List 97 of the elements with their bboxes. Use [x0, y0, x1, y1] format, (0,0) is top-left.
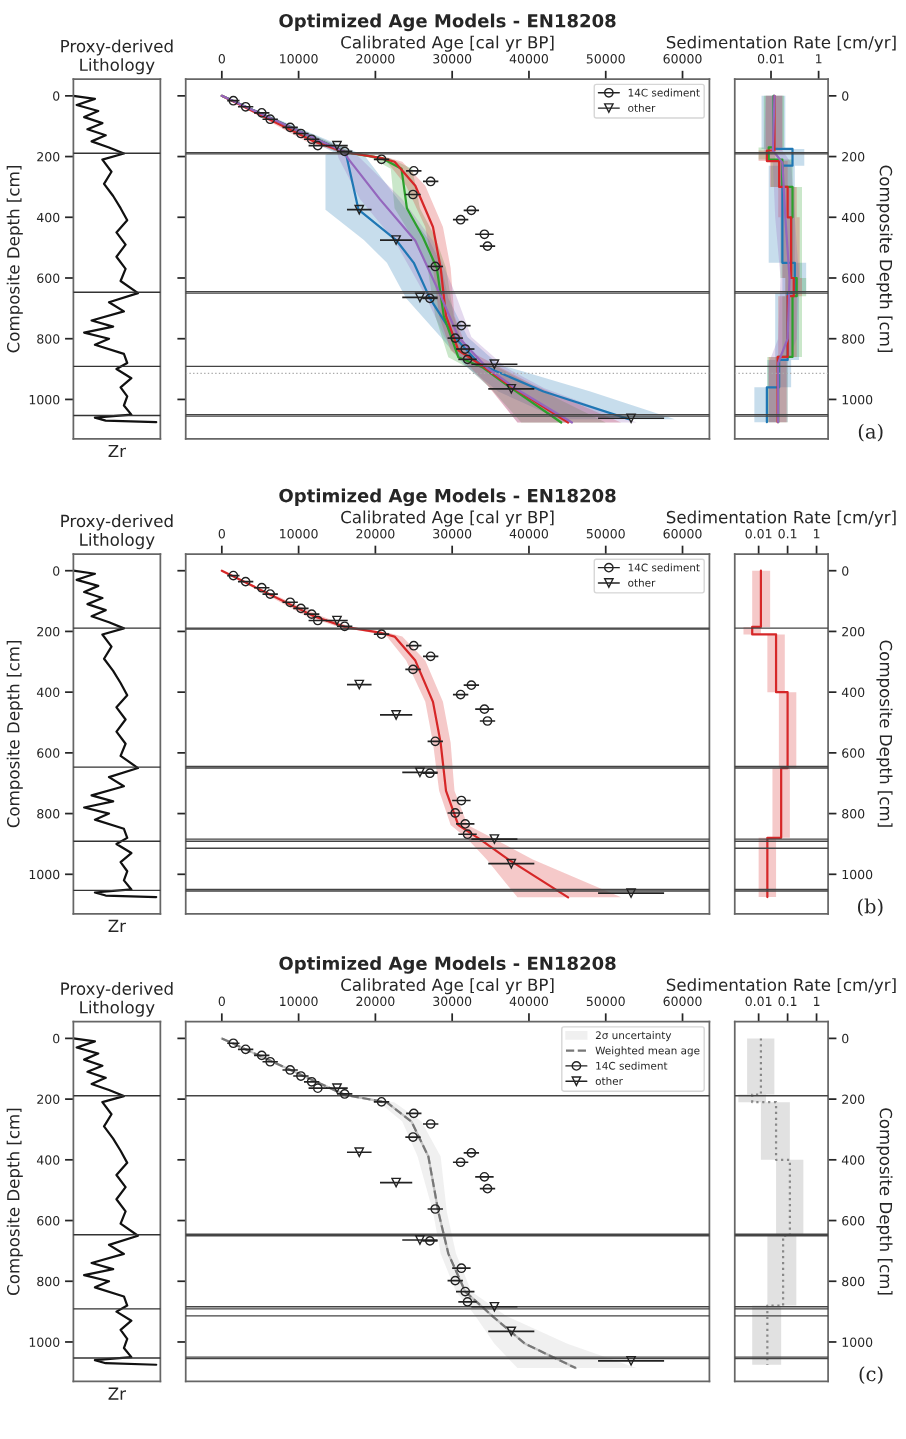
- y-tick-label: 800: [37, 1276, 60, 1287]
- x-tick-label: 0.01: [757, 54, 784, 64]
- y-tick-label: 0: [53, 566, 60, 576]
- y-tick-label: 200: [37, 626, 60, 637]
- chart-title: Optimized Age Models - EN18208: [279, 13, 616, 32]
- y-tick-label: 400: [36, 1155, 60, 1165]
- text: (c): [859, 1366, 883, 1385]
- x-axis-title: Sedimentation Rate [cm/yr]: [666, 35, 896, 52]
- legend-label: 2σ uncertainty: [595, 1031, 672, 1042]
- y-tick-label: 600: [842, 1216, 865, 1226]
- y-tick-label: 1000: [842, 1337, 873, 1347]
- y-tick-label: 200: [37, 1094, 60, 1105]
- x-tick-label: 60000: [663, 996, 702, 1007]
- x-axis-title: Calibrated Age [cal yr BP]: [341, 35, 554, 52]
- y-axis-title: Composite Depth [cm]: [6, 166, 23, 353]
- chart-title: Proxy-derived Lithology: [61, 514, 173, 550]
- x-tick-label: 0: [218, 996, 225, 1007]
- y-tick-label: 800: [842, 809, 865, 819]
- x-tick-label: 0: [218, 528, 225, 539]
- chart-title: Optimized Age Models - EN18208: [279, 956, 616, 974]
- x-tick-label: 0: [218, 54, 225, 64]
- x-axis-title: Zr: [108, 919, 127, 932]
- x-tick-label: 40000: [509, 54, 549, 64]
- y-tick-label: 600: [37, 748, 60, 758]
- y-axis-title: Composite Depth [cm]: [876, 640, 893, 827]
- y-tick-label: 800: [37, 809, 60, 819]
- y-tick-label: 0: [53, 91, 60, 101]
- x-tick-label: 20000: [356, 54, 395, 64]
- x-axis-title: Calibrated Age [cal yr BP]: [341, 510, 554, 527]
- x-tick-label: 10000: [280, 528, 318, 539]
- x-axis-title: Zr: [108, 444, 127, 458]
- x-tick-label: 20000: [356, 996, 395, 1007]
- chart-title: Optimized Age Models - EN18208: [279, 488, 616, 507]
- y-tick-label: 200: [842, 626, 865, 637]
- y-tick-label: 1000: [29, 869, 60, 880]
- y-tick-label: 200: [842, 1094, 865, 1105]
- legend-label: other: [595, 1076, 623, 1085]
- y-tick-label: 1000: [29, 394, 60, 405]
- y-tick-label: 400: [841, 1155, 865, 1165]
- y-tick-label: 200: [842, 152, 865, 162]
- y-axis-title: Composite Depth [cm]: [876, 1108, 893, 1295]
- x-tick-label: 50000: [586, 996, 625, 1007]
- text: (b): [857, 898, 883, 917]
- x-axis-title: Zr: [108, 1387, 127, 1400]
- x-tick-label: 10000: [280, 996, 318, 1007]
- x-tick-label: 1: [816, 54, 822, 64]
- y-tick-label: 600: [37, 273, 60, 283]
- legend-label: 14C sediment: [628, 88, 700, 97]
- x-axis-title: Calibrated Age [cal yr BP]: [341, 978, 554, 995]
- x-axis-title: Sedimentation Rate [cm/yr]: [666, 510, 896, 527]
- x-tick-label: 30000: [433, 54, 472, 64]
- y-tick-label: 600: [37, 1216, 60, 1226]
- x-tick-label: 50000: [586, 528, 625, 539]
- y-tick-label: 800: [842, 334, 865, 344]
- legend-label: Weighted mean age: [595, 1046, 700, 1057]
- x-tick-label: 60000: [663, 528, 702, 539]
- y-tick-label: 0: [842, 91, 849, 101]
- y-tick-label: 200: [37, 152, 60, 162]
- y-tick-label: 0: [53, 1033, 60, 1044]
- y-tick-label: 800: [37, 334, 60, 344]
- x-tick-label: 30000: [433, 528, 472, 539]
- y-axis-title: Composite Depth [cm]: [876, 165, 893, 352]
- y-tick-label: 400: [841, 687, 865, 698]
- x-tick-label: 20000: [356, 528, 395, 539]
- y-tick-label: 1000: [842, 869, 873, 880]
- y-axis-title: Composite Depth [cm]: [6, 640, 23, 828]
- x-tick-label: 0.01: [745, 528, 772, 539]
- y-tick-label: 600: [842, 748, 865, 758]
- x-tick-label: 0.01: [745, 996, 772, 1007]
- chart-title: Proxy-derived Lithology: [61, 982, 173, 1017]
- text: (a): [858, 423, 883, 442]
- y-tick-label: 400: [36, 212, 60, 223]
- legend-label: other: [628, 578, 656, 587]
- x-tick-label: 40000: [509, 528, 549, 539]
- x-tick-label: 40000: [509, 996, 549, 1007]
- y-tick-label: 0: [842, 1033, 849, 1044]
- y-tick-label: 400: [36, 687, 60, 698]
- x-tick-label: 0.1: [778, 528, 797, 539]
- y-tick-label: 800: [842, 1276, 865, 1287]
- legend-label: 14C sediment: [628, 563, 700, 572]
- x-tick-label: 1: [813, 529, 820, 539]
- y-tick-label: 1000: [29, 1337, 60, 1347]
- y-tick-label: 400: [841, 212, 865, 223]
- y-tick-label: 0: [842, 566, 849, 576]
- legend-label: 14C sediment: [596, 1061, 668, 1070]
- x-tick-label: 30000: [433, 996, 472, 1007]
- y-axis-title: Composite Depth [cm]: [6, 1108, 23, 1295]
- x-tick-label: 10000: [280, 54, 318, 64]
- legend-label: other: [628, 103, 656, 112]
- y-tick-label: 1000: [842, 394, 873, 405]
- y-tick-label: 600: [842, 273, 865, 283]
- x-tick-label: 60000: [663, 54, 702, 64]
- x-axis-title: Sedimentation Rate [cm/yr]: [666, 978, 896, 995]
- x-tick-label: 0.1: [778, 996, 797, 1007]
- x-tick-label: 50000: [586, 54, 625, 64]
- chart-title: Proxy-derived Lithology: [61, 39, 173, 75]
- x-tick-label: 1: [813, 996, 820, 1006]
